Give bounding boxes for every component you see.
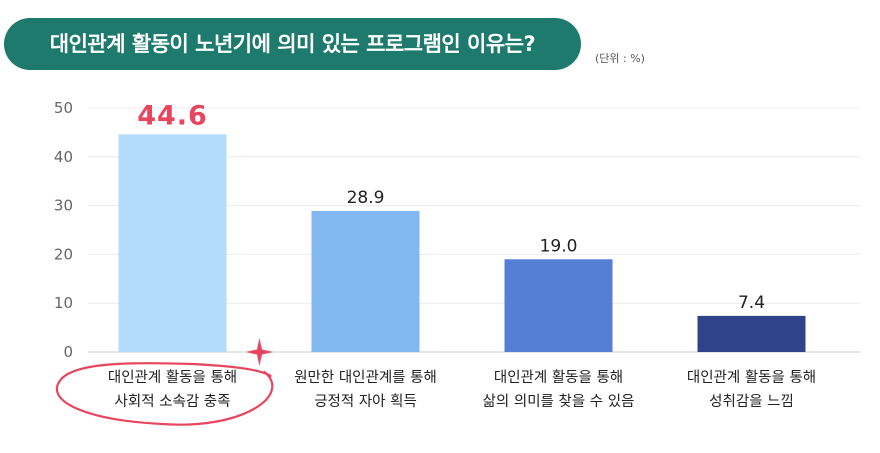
y-tick-label: 40: [54, 148, 73, 166]
x-tick-label: 긍정적 자아 획득: [314, 393, 417, 410]
x-tick-label: 대인관계 활동을 통해: [108, 369, 237, 386]
data-label: 28.9: [347, 188, 385, 208]
x-tick-label: 대인관계 활동을 통해: [687, 369, 816, 386]
x-tick-label: 삶의 의미를 찾을 수 있음: [483, 393, 635, 410]
y-tick-label: 10: [54, 294, 73, 312]
x-tick-label: 사회적 소속감 충족: [115, 393, 231, 410]
data-label: 19.0: [540, 236, 578, 256]
bar: [697, 315, 806, 352]
x-tick-label: 대인관계 활동을 통해: [494, 369, 623, 386]
data-label: 44.6: [137, 100, 208, 131]
highlight-circle: [55, 362, 274, 426]
chart-title: 대인관계 활동이 노년기에 의미 있는 프로그램인 이유는?: [4, 18, 581, 70]
y-tick-label: 20: [54, 245, 73, 263]
bar: [118, 134, 227, 352]
x-tick-label: 원만한 대인관계를 통해: [294, 369, 437, 386]
data-label: 7.4: [738, 293, 765, 313]
bar: [504, 259, 613, 352]
y-tick-label: 0: [63, 343, 73, 361]
bar: [311, 210, 420, 352]
y-tick-label: 50: [54, 99, 73, 117]
unit-label: (단위 : %): [595, 52, 645, 65]
y-tick-label: 30: [54, 197, 73, 215]
sparkle-icon: [245, 338, 274, 366]
x-tick-label: 성취감을 느낌: [709, 393, 794, 410]
